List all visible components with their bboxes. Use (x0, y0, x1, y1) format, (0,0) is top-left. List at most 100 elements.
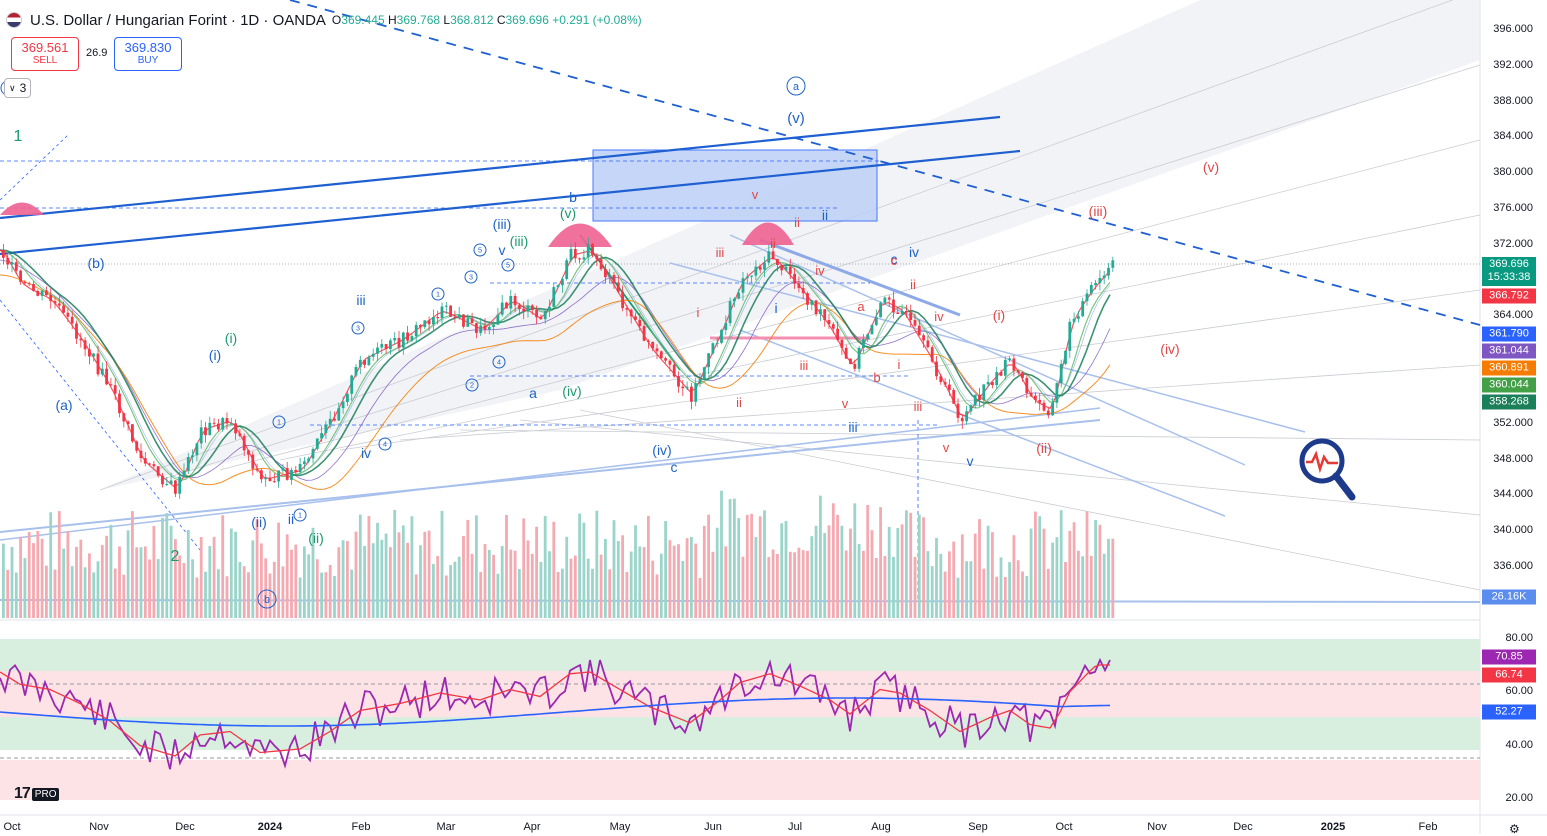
price-tick: 376.000 (1493, 202, 1533, 214)
volume-bar (793, 552, 796, 618)
volume-bar (827, 525, 831, 618)
volume-bar (75, 546, 78, 618)
candle-body (556, 285, 560, 288)
candle-body (36, 290, 40, 296)
pro-badge: PRO (31, 787, 60, 801)
candle-body (939, 376, 943, 383)
volume-bar (930, 566, 934, 618)
candle-body (801, 288, 805, 294)
volume-bar (754, 537, 758, 618)
candle-body (238, 433, 242, 436)
volume-bar (307, 554, 311, 618)
candle-body (543, 310, 547, 320)
candle-body (638, 319, 642, 327)
rsi-upper-band (0, 639, 1480, 671)
volume-bar (978, 519, 981, 618)
wave-label-blue: iii (356, 292, 365, 308)
volume-bar (745, 514, 749, 618)
volume-bar (174, 539, 177, 618)
rsi-bottom-band (0, 760, 1480, 800)
candle-body (199, 427, 203, 444)
volume-bar (324, 572, 328, 618)
candle-body (599, 259, 603, 270)
volume-bar (337, 547, 341, 618)
ma2-label: 361.790 (1482, 326, 1536, 342)
volume-bar (1008, 562, 1011, 618)
volume-bar (453, 561, 457, 618)
volume-bar (272, 561, 276, 618)
volume-bar (724, 546, 728, 618)
volume-bar (561, 568, 564, 618)
pitchfork-line (579, 409, 1481, 591)
volume-bar (328, 564, 332, 618)
wave-label-blue: (iii) (493, 216, 512, 232)
circled-wave-label (431, 287, 445, 301)
price-tick: 340.000 (1493, 524, 1533, 537)
candle-body (711, 343, 715, 354)
wave-label-blue: a (529, 385, 537, 401)
volume-bar (1021, 571, 1024, 618)
volume-bar (694, 543, 698, 618)
wave-label-green: (ii) (308, 530, 324, 546)
candle-body (320, 433, 323, 439)
time-tick: Aug (871, 821, 891, 833)
candle-body (1072, 318, 1076, 322)
candle-body (573, 248, 577, 259)
volume-bar (423, 531, 427, 618)
wave-label-red: iii (800, 358, 809, 373)
candle-body (896, 312, 900, 315)
wave-label-red: c (891, 253, 898, 268)
volume-bar (664, 520, 667, 618)
volume-bar (849, 528, 852, 618)
candle-body (479, 325, 483, 333)
volume-bar (535, 526, 538, 618)
candle-body (303, 461, 306, 464)
candle-body (604, 269, 607, 278)
candle-body (178, 476, 182, 494)
top-arc (742, 222, 794, 245)
candle-body (444, 305, 448, 307)
candle-body (870, 324, 874, 335)
volume-bar (1089, 555, 1093, 618)
candle-body (522, 308, 526, 312)
gear-icon[interactable]: ⚙ (1509, 822, 1520, 836)
volume-bar (1107, 538, 1110, 618)
time-tick: Jun (704, 821, 722, 833)
volume-bar (831, 503, 835, 618)
candle-body (535, 309, 538, 318)
volume-bar (380, 539, 384, 618)
wave-label-red: ii (770, 236, 776, 251)
tradingview-logo[interactable]: 17 PRO (14, 785, 84, 802)
volume-bar (1012, 535, 1016, 618)
last-price: 369.696 (1489, 258, 1529, 270)
candle-body (346, 393, 349, 402)
volume-bar (492, 554, 495, 618)
magnify-pulse-icon[interactable] (1298, 437, 1358, 508)
volume-bar (277, 522, 280, 618)
candle-body (148, 463, 151, 465)
volume-bar (948, 551, 951, 618)
candle-body (586, 244, 590, 258)
candle-body (328, 418, 332, 425)
candle-body (255, 468, 259, 471)
candle-body (1059, 363, 1063, 384)
candle-body (715, 342, 719, 344)
volume-bar (221, 515, 225, 618)
indicator-level-box[interactable]: ∨ 3 (4, 78, 32, 98)
candle-body (935, 361, 938, 377)
volume-bar (234, 531, 237, 618)
channel-line (669, 262, 1306, 433)
candle-body (281, 467, 285, 471)
symbol-title[interactable]: U.S. Dollar / Hungarian Forint · 1D · OA… (30, 11, 326, 29)
circled-wave-label-text: 1 (277, 418, 281, 427)
ohlc-high: 369.768 (396, 13, 441, 27)
candle-body (100, 368, 104, 375)
circled-wave-label (465, 378, 479, 392)
buy-button[interactable]: 369.830 BUY (114, 37, 182, 71)
circled-wave-label-text: 1 (298, 511, 302, 520)
candle-body (1085, 293, 1089, 302)
volume-bar (186, 529, 190, 618)
sell-button[interactable]: 369.561 SELL (11, 37, 79, 71)
volume-bar (225, 576, 229, 618)
